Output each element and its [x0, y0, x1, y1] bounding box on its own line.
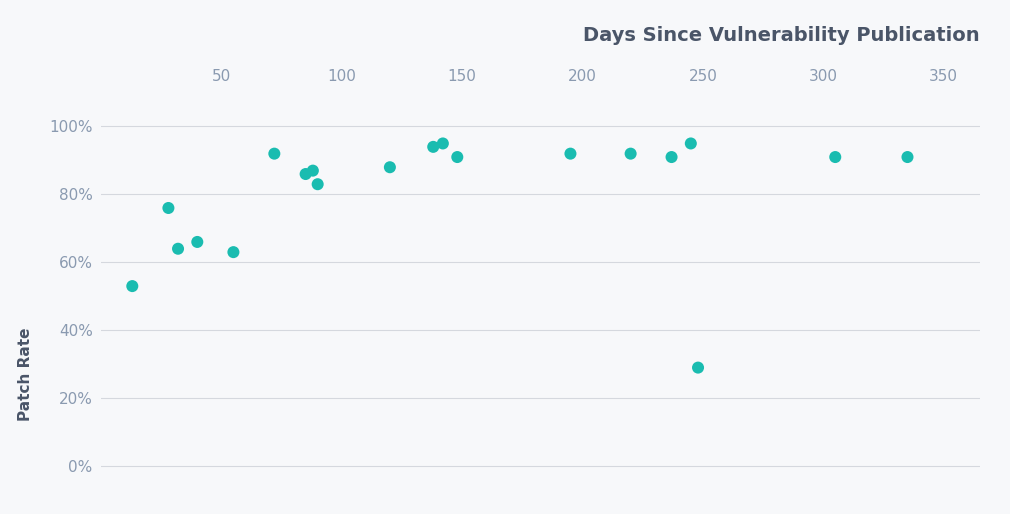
- Point: [899, 153, 915, 161]
- Point: [827, 153, 843, 161]
- Point: [664, 153, 680, 161]
- Point: [449, 153, 466, 161]
- Point: [267, 150, 283, 158]
- Text: Patch Rate: Patch Rate: [18, 328, 32, 421]
- Point: [434, 139, 450, 148]
- Point: [170, 245, 186, 253]
- Point: [425, 143, 441, 151]
- Point: [683, 139, 699, 148]
- Point: [189, 238, 205, 246]
- Point: [690, 363, 706, 372]
- Point: [225, 248, 241, 256]
- Point: [310, 180, 326, 188]
- Point: [298, 170, 314, 178]
- Point: [124, 282, 140, 290]
- Point: [382, 163, 398, 171]
- Point: [563, 150, 579, 158]
- Point: [622, 150, 638, 158]
- Point: [305, 167, 321, 175]
- Point: [161, 204, 177, 212]
- Text: Days Since Vulnerability Publication: Days Since Vulnerability Publication: [583, 26, 980, 45]
